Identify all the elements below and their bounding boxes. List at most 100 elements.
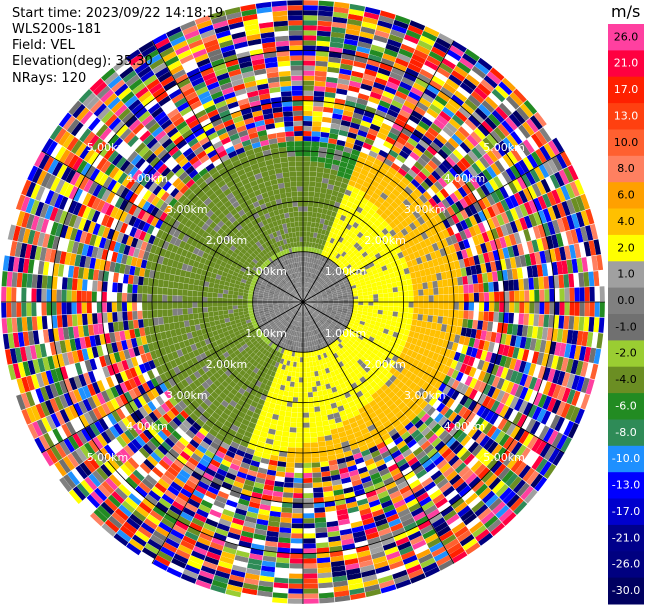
range-gate (473, 283, 479, 293)
range-gate (307, 377, 312, 383)
range-gate (382, 118, 394, 127)
range-gate (474, 107, 488, 121)
range-gate (392, 122, 404, 132)
range-gate (289, 427, 297, 433)
range-gate (275, 567, 289, 574)
range-gate (428, 51, 444, 62)
range-gate (332, 16, 348, 24)
range-gate (303, 367, 307, 373)
range-gate (325, 252, 331, 259)
range-gate (346, 264, 352, 270)
range-gate (383, 306, 389, 311)
range-gate (478, 140, 491, 153)
range-gate (407, 24, 424, 36)
range-gate (425, 253, 432, 262)
range-gate (509, 257, 517, 269)
range-gate (330, 255, 336, 262)
range-gate (307, 221, 312, 227)
range-gate (362, 181, 371, 189)
range-gate (323, 303, 328, 305)
range-gate (309, 427, 317, 433)
range-gate (338, 302, 344, 304)
range-gate (410, 325, 417, 332)
range-gate (319, 218, 325, 225)
range-gate (316, 233, 322, 239)
range-gate (374, 227, 382, 235)
range-gate (344, 261, 350, 268)
range-gate (387, 204, 396, 213)
range-gate (402, 312, 408, 319)
range-gate (334, 201, 341, 208)
range-gate (361, 314, 367, 319)
range-gate (327, 304, 333, 307)
range-gate (305, 347, 309, 353)
range-gate (381, 284, 388, 290)
range-gate (563, 167, 574, 183)
range-gate (346, 163, 355, 171)
range-gate (303, 221, 307, 227)
range-gate (307, 296, 312, 300)
range-gate (542, 208, 552, 223)
range-gate (330, 123, 341, 130)
range-gate (282, 426, 290, 432)
range-gate (312, 286, 317, 291)
range-gate (459, 197, 469, 209)
range-gate (351, 117, 362, 125)
range-gate (477, 320, 484, 330)
range-gate (385, 43, 400, 53)
range-gate (294, 462, 303, 468)
range-gate (288, 391, 294, 397)
range-gate (445, 102, 458, 114)
range-gate (319, 287, 324, 291)
range-gate (514, 256, 522, 268)
range-gate (370, 223, 378, 231)
range-gate (520, 173, 532, 188)
range-gate (522, 187, 533, 202)
range-gate (303, 352, 306, 358)
range-gate (403, 267, 410, 275)
range-gate (408, 266, 415, 274)
range-gate (575, 195, 586, 212)
range-gate (414, 326, 421, 333)
range-gate (538, 314, 545, 327)
range-gate (377, 231, 385, 239)
range-gate (275, 476, 285, 483)
range-gate (341, 310, 348, 314)
range-gate (539, 127, 552, 143)
range-gate (386, 315, 393, 321)
range-gate (438, 294, 444, 302)
range-gate (357, 307, 363, 312)
range-gate (352, 307, 358, 311)
range-gate (326, 279, 332, 285)
range-gate (425, 219, 434, 229)
range-gate (513, 88, 527, 103)
range-gate (396, 214, 405, 223)
range-gate (502, 137, 515, 151)
range-gate (312, 298, 318, 300)
range-gate (532, 225, 541, 239)
range-gate (415, 44, 431, 56)
range-gate (358, 298, 364, 302)
range-gate (313, 263, 318, 270)
range-gate (317, 572, 332, 579)
range-gate (278, 532, 291, 539)
range-gate (367, 312, 373, 317)
range-gate (561, 216, 571, 232)
range-gate (420, 116, 433, 127)
range-gate (285, 406, 292, 412)
range-gate (310, 291, 315, 296)
range-gate (470, 177, 480, 190)
range-gate (312, 279, 316, 285)
range-gate (373, 298, 379, 302)
range-gate (287, 447, 296, 453)
range-gate (396, 136, 407, 146)
range-gate (362, 244, 370, 252)
range-gate (337, 134, 347, 142)
range-gate (349, 80, 362, 88)
range-gate (413, 289, 419, 296)
range-gate (303, 55, 316, 61)
range-gate (350, 191, 358, 199)
range-gate (417, 314, 423, 321)
range-gate (467, 192, 477, 204)
range-gate (344, 189, 352, 197)
